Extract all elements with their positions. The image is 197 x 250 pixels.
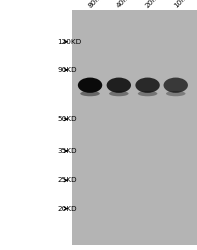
Text: 120KD: 120KD — [57, 39, 81, 45]
Text: 80ng: 80ng — [87, 0, 104, 9]
Ellipse shape — [166, 91, 186, 96]
Text: 50KD: 50KD — [57, 116, 77, 122]
Text: 20ng: 20ng — [144, 0, 162, 9]
Text: 20KD: 20KD — [57, 206, 77, 212]
Ellipse shape — [80, 91, 100, 96]
Ellipse shape — [135, 78, 160, 93]
Ellipse shape — [138, 91, 157, 96]
Ellipse shape — [164, 78, 188, 93]
Ellipse shape — [78, 78, 102, 93]
Text: 35KD: 35KD — [57, 148, 77, 154]
Ellipse shape — [109, 91, 129, 96]
Ellipse shape — [107, 78, 131, 93]
Bar — [72, 10, 197, 245]
Text: 40ng: 40ng — [116, 0, 133, 9]
Text: 90KD: 90KD — [57, 67, 77, 73]
Text: 10ng: 10ng — [173, 0, 190, 9]
Text: 25KD: 25KD — [57, 178, 77, 184]
